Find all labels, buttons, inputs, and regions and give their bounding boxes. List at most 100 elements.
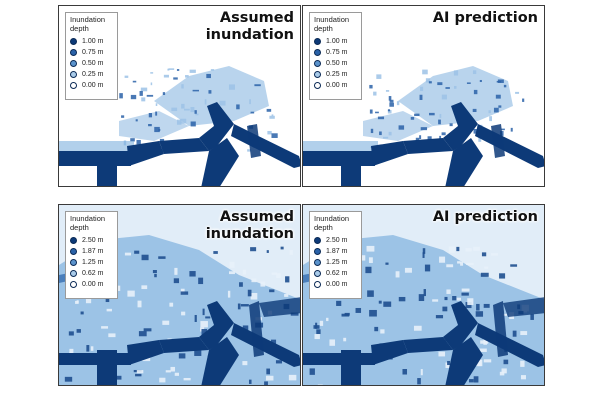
legend-item: 0.50 m [70, 58, 114, 69]
building-block [447, 360, 451, 366]
building-block [520, 375, 526, 380]
building-block [420, 127, 428, 131]
building-block [510, 264, 518, 267]
flood-area [303, 235, 544, 385]
building-block [475, 311, 484, 317]
building-block [478, 137, 482, 142]
building-block [422, 248, 426, 254]
building-block [499, 371, 505, 376]
building-block [250, 292, 258, 300]
map-panel-top-left: Inundation depth 1.00 m 0.75 m 0.50 m 0.… [58, 5, 301, 187]
legend-label: 1.00 m [82, 38, 104, 45]
building-block [446, 289, 451, 294]
building-block [276, 273, 281, 278]
swatch-icon [70, 49, 77, 56]
building-block [242, 325, 249, 331]
building-block [501, 368, 507, 374]
canal [199, 301, 234, 350]
legend-title: Inundation depth [70, 214, 106, 232]
building-block [414, 113, 420, 117]
building-block [121, 115, 125, 118]
canal [491, 124, 505, 158]
building-block [176, 69, 180, 71]
building-block [343, 337, 347, 342]
building-block [130, 138, 135, 142]
building-block [146, 94, 154, 97]
building-block [167, 68, 170, 71]
building-block [441, 132, 446, 136]
building-block [213, 251, 218, 254]
swatch-icon [70, 237, 77, 244]
legend-item: 1.25 m [70, 257, 114, 268]
building-block [162, 320, 170, 325]
canal [493, 301, 508, 357]
building-block [510, 127, 513, 132]
building-block [275, 360, 283, 364]
legend-label: 0.00 m [326, 82, 348, 89]
legend: Inundation depth 2.50 m 1.87 m 1.25 m 0.… [309, 211, 362, 299]
building-block [377, 116, 385, 120]
building-block [493, 107, 499, 113]
building-block [423, 289, 426, 297]
building-block [285, 276, 290, 283]
building-block [80, 311, 84, 315]
building-block [195, 113, 199, 116]
building-block [148, 124, 152, 127]
building-block [247, 289, 252, 297]
building-block [269, 289, 275, 293]
building-block [140, 87, 148, 92]
building-block [389, 102, 394, 107]
building-block [134, 250, 140, 254]
building-block [130, 94, 137, 100]
building-block [479, 79, 482, 83]
building-block [491, 253, 498, 256]
building-block [437, 82, 443, 86]
building-block [369, 109, 373, 114]
building-block [398, 125, 405, 130]
building-block [410, 116, 415, 120]
building-block [266, 368, 271, 375]
building-block [236, 104, 240, 110]
building-block [501, 128, 505, 131]
canal [443, 301, 478, 350]
legend-label: 2.50 m [326, 237, 348, 244]
building-block [375, 111, 379, 114]
swatch-icon [314, 60, 321, 67]
building-block [446, 264, 454, 268]
building-block [194, 314, 197, 322]
building-block [180, 118, 187, 124]
swatch-icon [70, 259, 77, 266]
canal [503, 297, 544, 317]
canal [371, 340, 408, 365]
legend-item: 0.00 m [314, 279, 358, 290]
building-block [439, 256, 446, 263]
building-block [136, 139, 141, 145]
building-block [420, 369, 423, 376]
building-block [503, 84, 507, 88]
building-block [154, 273, 157, 278]
canal [403, 138, 453, 154]
legend-item: 0.25 m [314, 69, 358, 80]
legend-label: 1.00 m [326, 38, 348, 45]
building-block [515, 91, 520, 94]
building-block [174, 372, 179, 376]
building-block [497, 79, 504, 83]
building-block [169, 302, 174, 307]
building-block [68, 331, 74, 336]
canal [443, 102, 478, 151]
canal [445, 138, 483, 186]
canal [445, 337, 483, 385]
building-block [204, 99, 207, 105]
canal [247, 124, 261, 158]
swatch-icon [314, 82, 321, 89]
building-block [309, 368, 315, 375]
building-block [228, 84, 235, 90]
building-block [288, 374, 297, 381]
building-block [69, 348, 74, 356]
canal [303, 353, 375, 365]
building-block [483, 303, 490, 308]
building-block [480, 340, 489, 344]
building-block [247, 149, 252, 152]
building-block [201, 329, 208, 336]
building-block [176, 119, 182, 125]
